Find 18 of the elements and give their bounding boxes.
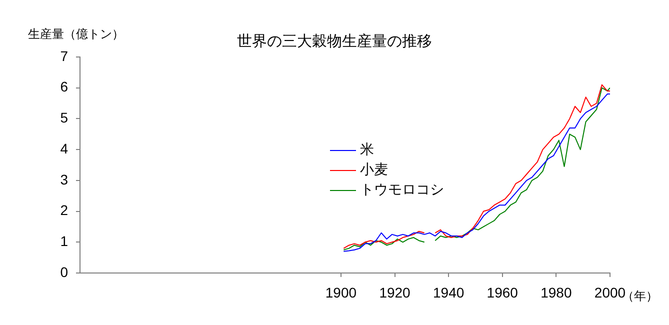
y-tick-label: 1 bbox=[60, 233, 68, 249]
x-tick-label: 1980 bbox=[540, 284, 572, 300]
y-tick-label: 6 bbox=[60, 78, 68, 95]
x-tick-label: 1920 bbox=[379, 284, 411, 300]
x-tick-label: 1960 bbox=[486, 284, 518, 300]
y-axis-title: 生産量（億トン） bbox=[28, 26, 124, 43]
y-tick-label: 3 bbox=[60, 171, 68, 188]
y-tick-label: 4 bbox=[60, 140, 68, 156]
y-tick-label: 0 bbox=[60, 264, 68, 280]
x-tick-label: 1900 bbox=[325, 284, 357, 300]
x-tick-label: 1940 bbox=[433, 284, 464, 300]
y-tick-label: 7 bbox=[60, 48, 68, 64]
chart-title: 世界の三大穀物生産量の推移 bbox=[237, 32, 432, 50]
legend-label: 小麦 bbox=[360, 161, 388, 179]
y-tick-label: 2 bbox=[60, 202, 68, 218]
legend-label: 米 bbox=[360, 141, 374, 159]
y-tick-label: 5 bbox=[60, 110, 68, 126]
legend-label: トウモロコシ bbox=[360, 181, 444, 199]
